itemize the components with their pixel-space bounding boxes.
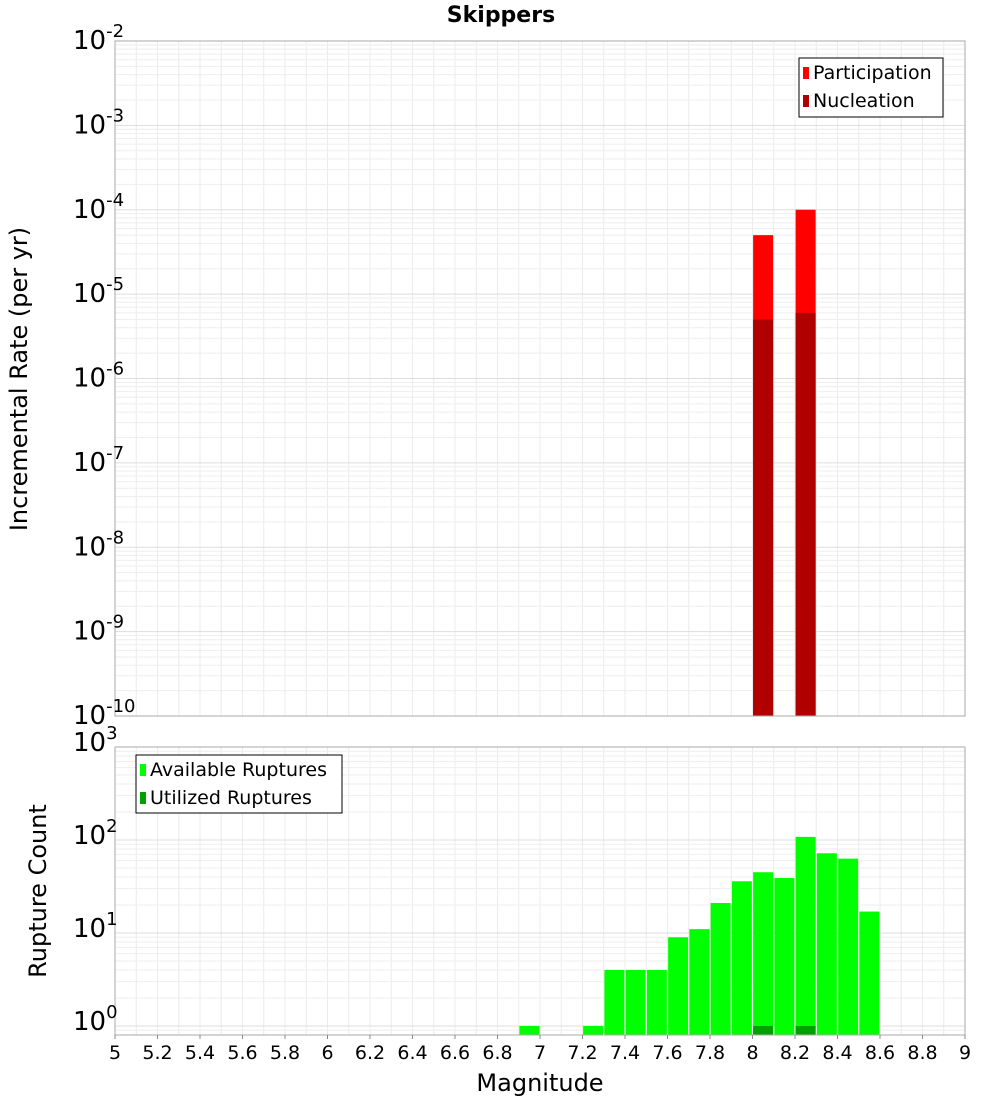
x-tick-label: 5.8: [270, 1042, 300, 1064]
rate-y-tick-label: 10-6: [73, 359, 124, 394]
x-tick-label: 7.4: [610, 1042, 640, 1064]
rate-legend-box: [798, 57, 944, 118]
count-bars: [519, 836, 880, 1035]
x-tick-label: 5.6: [227, 1042, 257, 1064]
count-y-tick-label: 100: [73, 1002, 118, 1037]
legend-label-nucleation: Nucleation: [813, 90, 915, 112]
count-y-tick-label: 101: [73, 909, 118, 944]
rate-panel: 10-10 10-9 10-8 10-7 10-6 10-5 10-4 10-3 10-2 In…: [5, 21, 966, 731]
x-tick-label: 8.8: [907, 1042, 937, 1064]
bar-available-ruptures: [668, 937, 689, 1035]
legend-label-participation: Participation: [813, 62, 932, 84]
x-tick-label: 8.2: [780, 1042, 810, 1064]
x-tick-label: 6.6: [440, 1042, 470, 1064]
legend-label-available-ruptures: Available Ruptures: [150, 759, 327, 781]
bar-utilized-ruptures: [795, 1025, 816, 1035]
rate-y-tick-label: 10-2: [73, 21, 124, 56]
rate-bars: [753, 209, 816, 716]
rate-grid: [114, 41, 966, 717]
rate-y-tick-label: 10-8: [73, 527, 124, 562]
x-tick-label: 6.4: [397, 1042, 427, 1064]
x-tick-label: 8.6: [865, 1042, 895, 1064]
count-legend-box: [135, 754, 343, 814]
x-tick-label: 6.2: [355, 1042, 385, 1064]
x-tick-label: 6: [321, 1042, 333, 1064]
legend-swatch-utilized-ruptures: [140, 792, 146, 804]
rate-legend: Participation Nucleation: [798, 57, 944, 118]
rate-y-tick-label: 10-5: [73, 274, 124, 309]
count-y-tick-label: 103: [73, 723, 118, 758]
legend-swatch-available-ruptures: [140, 764, 146, 776]
legend-swatch-participation: [803, 67, 809, 79]
bar-available-ruptures: [604, 969, 625, 1035]
count-panel: 100 101 102 103 5 5.2 5.4 5.6 5.8 6 6.2 6.4 6.6 6.8 7…: [24, 723, 971, 1097]
bar-nucleation: [795, 312, 816, 716]
x-tick-label: 7.6: [652, 1042, 682, 1064]
bar-nucleation: [753, 319, 774, 716]
bar-available-ruptures: [774, 878, 795, 1035]
rate-y-tick-label: 10-9: [73, 612, 124, 647]
bar-available-ruptures: [646, 969, 667, 1035]
x-tick-label: 6.8: [482, 1042, 512, 1064]
rate-y-tick-label: 10-7: [73, 443, 124, 478]
rate-y-tick-label: 10-3: [73, 105, 124, 140]
x-tick-label: 5.4: [185, 1042, 215, 1064]
bar-available-ruptures: [625, 969, 646, 1035]
rate-plot-frame: [114, 40, 966, 717]
bar-available-ruptures: [859, 911, 880, 1035]
bar-available-ruptures: [689, 929, 710, 1035]
count-y-ticks: 100 101 102 103: [73, 723, 118, 1037]
x-tick-label: 5: [109, 1042, 121, 1064]
x-tick-label: 7.2: [567, 1042, 597, 1064]
bar-available-ruptures: [838, 858, 859, 1035]
x-tick-label: 8.4: [822, 1042, 852, 1064]
bar-available-ruptures: [753, 872, 774, 1035]
rate-y-tick-label: 10-4: [73, 190, 124, 225]
bar-available-ruptures: [710, 903, 731, 1035]
bar-available-ruptures: [519, 1025, 540, 1035]
bar-available-ruptures: [583, 1025, 604, 1035]
bar-available-ruptures: [731, 881, 752, 1035]
bar-available-ruptures: [795, 836, 816, 1035]
bar-available-ruptures: [816, 853, 837, 1035]
x-tick-label: 8: [746, 1042, 758, 1064]
x-tick-label: 7: [534, 1042, 546, 1064]
count-x-ticks: 5 5.2 5.4 5.6 5.8 6 6.2 6.4 6.6 6.8 7 7.2 7.4 7.6 7.8 8…: [109, 1035, 971, 1064]
legend-label-utilized-ruptures: Utilized Ruptures: [150, 787, 312, 809]
x-tick-label: 5.2: [142, 1042, 172, 1064]
legend-swatch-nucleation: [803, 95, 809, 107]
x-axis-label: Magnitude: [476, 1069, 603, 1097]
x-tick-label: 9: [959, 1042, 971, 1064]
bar-utilized-ruptures: [753, 1025, 774, 1035]
count-legend: Available Ruptures Utilized Ruptures: [135, 754, 343, 814]
x-tick-label: 7.8: [695, 1042, 725, 1064]
count-y-axis-label: Rupture Count: [24, 804, 52, 978]
rate-y-ticks: 10-10 10-9 10-8 10-7 10-6 10-5 10-4 10-3 10-2: [73, 21, 136, 731]
count-y-tick-label: 102: [73, 816, 118, 851]
chart-title: Skippers: [447, 3, 555, 28]
rate-y-axis-label: Incremental Rate (per yr): [5, 227, 33, 531]
rate-y-tick-label: 10-10: [73, 696, 136, 731]
